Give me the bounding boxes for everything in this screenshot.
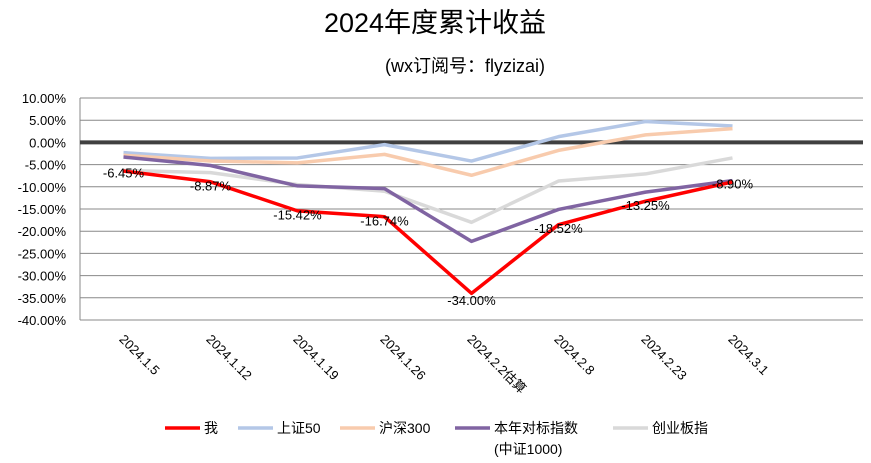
legend-label: 我: [204, 420, 218, 436]
series-line-上证50: [123, 119, 733, 163]
x-tick-label: 2024.2.8: [551, 332, 597, 378]
data-label: -13.25%: [621, 198, 670, 213]
x-tick-label: 2024.1.5: [116, 332, 162, 378]
x-tick-label: 2024.2.23: [638, 332, 690, 384]
series-line-创业板指: [123, 156, 733, 225]
y-tick-label: 5.00%: [29, 113, 66, 128]
y-tick-label: -25.00%: [18, 246, 67, 261]
chart-subtitle: (wx订阅号：flyzizai): [385, 56, 545, 76]
data-label: -8.87%: [190, 178, 232, 193]
data-label: -6.45%: [103, 166, 145, 181]
y-tick-label: -35.00%: [18, 291, 67, 306]
data-label: -8.90%: [712, 176, 754, 191]
x-tick-label: 2024.2.2估算: [464, 332, 529, 397]
x-tick-label: 2024.3.1: [725, 332, 771, 378]
data-label: -18.52%: [534, 221, 583, 236]
x-tick-label: 2024.1.19: [290, 332, 342, 384]
series-line-沪深300: [123, 126, 733, 178]
x-tick-label: 2024.1.12: [203, 332, 255, 384]
y-tick-label: 10.00%: [22, 91, 67, 106]
y-tick-label: -5.00%: [25, 158, 67, 173]
legend-label: (中证1000): [494, 441, 562, 457]
y-tick-label: -40.00%: [18, 313, 67, 328]
y-tick-label: -20.00%: [18, 224, 67, 239]
legend-label: 沪深300: [379, 420, 431, 436]
series-line-本年对标指数(中证1000): [123, 155, 733, 244]
data-label: -15.42%: [273, 207, 322, 222]
data-label: -16.74%: [360, 213, 409, 228]
legend-label: 创业板指: [652, 420, 708, 436]
chart-title: 2024年度累计收益: [324, 8, 546, 38]
y-tick-label: -10.00%: [18, 180, 67, 195]
data-label: -34.00%: [447, 293, 496, 308]
y-tick-label: -15.00%: [18, 202, 67, 217]
series-line-我: [123, 169, 733, 296]
legend-label: 本年对标指数: [494, 420, 578, 436]
legend-label: 上证50: [277, 420, 321, 436]
x-tick-label: 2024.1.26: [377, 332, 429, 384]
y-tick-label: 0.00%: [29, 135, 66, 150]
y-tick-label: -30.00%: [18, 269, 67, 284]
